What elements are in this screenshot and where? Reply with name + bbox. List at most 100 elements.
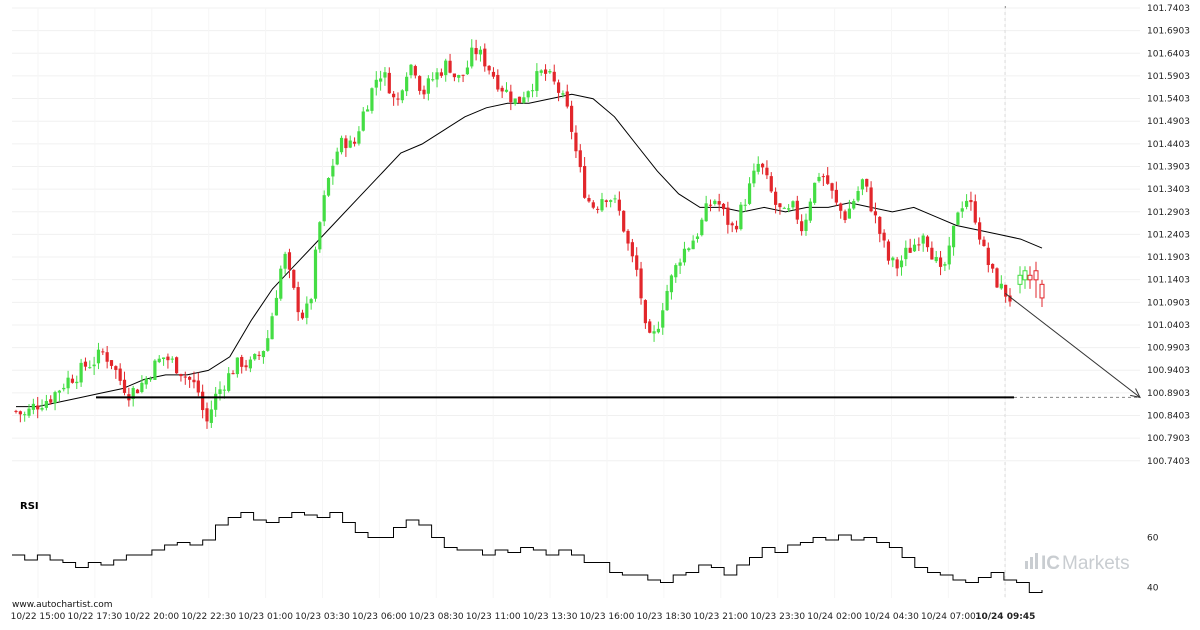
candle xyxy=(665,284,669,312)
candle-body xyxy=(387,72,391,94)
candle xyxy=(140,375,144,394)
candle xyxy=(991,263,995,273)
candle-body xyxy=(31,403,35,410)
candle xyxy=(444,58,448,82)
candle xyxy=(500,85,504,98)
price-tick-label: 101.0903 xyxy=(1147,298,1190,308)
candle-body xyxy=(830,183,834,191)
candle-body xyxy=(253,353,257,360)
candle-body xyxy=(244,365,248,368)
candle xyxy=(821,173,825,187)
candle-body xyxy=(938,257,943,267)
candle-body xyxy=(596,208,600,210)
candle-body xyxy=(982,239,986,247)
price-tick-label: 100.7403 xyxy=(1147,457,1190,467)
candle-body xyxy=(865,178,869,187)
brand-markets: Markets xyxy=(1062,553,1130,574)
candle-body xyxy=(431,79,435,81)
candle xyxy=(726,201,730,234)
price-tick-label: 101.1903 xyxy=(1147,253,1190,263)
candle xyxy=(326,177,331,197)
candle xyxy=(912,238,917,252)
candle-body xyxy=(370,88,374,111)
candle xyxy=(396,92,400,106)
candle xyxy=(383,67,387,86)
candle-body xyxy=(747,183,752,204)
candle xyxy=(201,384,205,419)
candle xyxy=(873,202,878,224)
price-tick-label: 101.1403 xyxy=(1147,276,1190,286)
candle-body xyxy=(92,364,96,367)
candle-body xyxy=(548,71,552,73)
candle xyxy=(192,371,196,389)
candle-body xyxy=(396,98,400,100)
candle-body xyxy=(947,245,951,265)
candle xyxy=(205,402,209,429)
candle xyxy=(674,263,678,283)
candle xyxy=(370,87,374,114)
candle-body xyxy=(66,377,70,389)
candle xyxy=(639,261,643,305)
candle-body xyxy=(118,368,122,381)
candle-body xyxy=(439,72,443,76)
candle-body xyxy=(556,82,561,93)
candle-body xyxy=(474,48,478,55)
time-tick-label: 10/23 21:00 xyxy=(693,612,748,622)
candle-body xyxy=(943,264,947,266)
candle xyxy=(526,90,530,102)
candle-body xyxy=(509,91,513,103)
candle xyxy=(96,342,101,370)
candle xyxy=(452,73,457,82)
candle xyxy=(669,274,674,300)
candle-body xyxy=(379,78,383,82)
candle xyxy=(774,187,778,214)
candles-layer xyxy=(14,39,1045,429)
candle-body xyxy=(1022,270,1028,281)
candle xyxy=(309,297,313,310)
candle-body xyxy=(760,163,765,168)
candle-body xyxy=(318,222,322,250)
candle xyxy=(166,353,170,369)
candle-body xyxy=(188,376,192,380)
candle-body xyxy=(444,60,448,76)
candle xyxy=(66,370,70,395)
candle xyxy=(348,135,352,149)
rsi-line xyxy=(12,512,1043,593)
candle-body xyxy=(483,48,487,67)
candle xyxy=(318,221,322,253)
candle xyxy=(591,200,595,210)
candle-body xyxy=(539,70,543,73)
candle xyxy=(62,383,66,392)
time-tick-label: 10/23 01:00 xyxy=(238,612,293,622)
candle-body xyxy=(361,111,365,131)
forecast-arrow xyxy=(1004,293,1141,398)
candle-body xyxy=(713,200,717,204)
candle-body xyxy=(496,74,500,90)
candle-body xyxy=(999,283,1003,289)
price-tick-label: 101.4403 xyxy=(1147,140,1190,150)
candle xyxy=(630,238,634,263)
candle-body xyxy=(300,312,305,319)
candle xyxy=(982,236,986,247)
candle xyxy=(522,91,526,104)
candle xyxy=(83,357,88,371)
candle xyxy=(179,373,183,382)
candle-body xyxy=(105,352,109,362)
candle xyxy=(886,239,891,265)
candle xyxy=(730,221,734,233)
price-tick-label: 100.8903 xyxy=(1147,389,1190,399)
candle xyxy=(878,216,882,243)
candle xyxy=(747,177,752,206)
candle xyxy=(973,194,977,225)
candle xyxy=(995,267,999,289)
candle-body xyxy=(14,410,18,412)
candle xyxy=(40,399,44,412)
candle xyxy=(279,265,283,301)
candle-body xyxy=(991,263,995,269)
candle-body xyxy=(279,268,283,299)
candle-body xyxy=(96,349,101,364)
candle xyxy=(27,404,31,418)
candle-body xyxy=(622,210,626,232)
candle-body xyxy=(530,90,535,92)
